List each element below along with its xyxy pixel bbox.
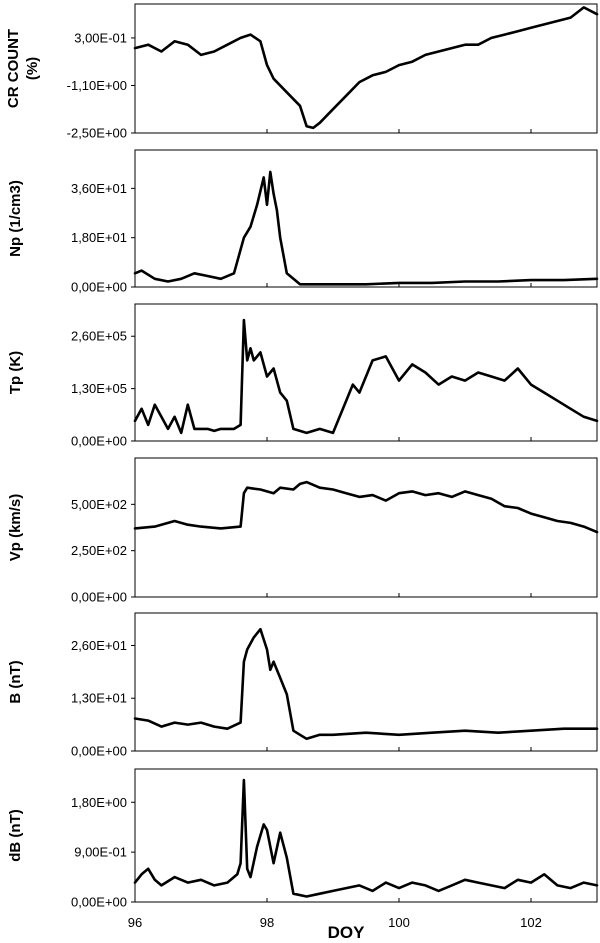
y-tick-label-b-2: 2,60E+01 bbox=[71, 638, 127, 653]
panel-frame-db bbox=[134, 768, 598, 903]
y-tick-label-tp-1: 1,30E+05 bbox=[71, 381, 127, 396]
y-tick-label-vp-1: 2,50E+02 bbox=[71, 543, 127, 558]
y-axis-label-vp: Vp (km/s) bbox=[7, 494, 24, 562]
series-line-b bbox=[133, 627, 599, 741]
x-axis-label: DOY bbox=[328, 923, 366, 942]
panel-frame-np bbox=[134, 149, 598, 288]
series-line-tp bbox=[133, 318, 599, 435]
y-tick-label-cr-2: 3,00E-01 bbox=[74, 30, 127, 45]
y-tick-label-cr-1: -1,10E+00 bbox=[67, 78, 127, 93]
y-tick-label-db-1: 9,00E-01 bbox=[74, 845, 127, 860]
series-line-np bbox=[133, 170, 599, 286]
series-line-db bbox=[133, 778, 599, 898]
panel-vp: 0,00E+00 2,50E+02 5,00E+02 Vp (km/s) bbox=[7, 457, 599, 605]
panel-frame-b bbox=[134, 612, 598, 752]
y-axis-label-db: dB (nT) bbox=[7, 809, 24, 861]
y-tick-label-np-0: 0,00E+00 bbox=[71, 280, 127, 295]
x-tick-label-1: 98 bbox=[260, 915, 274, 930]
y-axis-label-cr-line-1: (%) bbox=[24, 57, 41, 80]
y-axis-label-b: B (nT) bbox=[7, 660, 24, 703]
series-line-vp bbox=[133, 480, 599, 534]
x-tick-label-3: 102 bbox=[520, 915, 542, 930]
y-tick-label-b-1: 1,30E+01 bbox=[71, 691, 127, 706]
y-axis-label-cr-line-0: CR COUNT bbox=[5, 29, 22, 108]
y-tick-label-db-0: 0,00E+00 bbox=[71, 895, 127, 910]
panel-np: 0,00E+00 1,80E+01 3,60E+01 Np (1/cm3) bbox=[7, 149, 599, 295]
y-tick-label-tp-0: 0,00E+00 bbox=[71, 434, 127, 449]
y-tick-label-vp-0: 0,00E+00 bbox=[71, 590, 127, 605]
panel-db: 0,00E+00 9,00E-01 1,80E+00 dB (nT) bbox=[7, 768, 599, 910]
y-tick-label-cr-0: -2,50E+00 bbox=[67, 126, 127, 141]
panel-frame-cr bbox=[134, 3, 598, 134]
y-axis-label-tp: Tp (K) bbox=[7, 351, 24, 394]
y-axis-label-np: Np (1/cm3) bbox=[7, 180, 24, 257]
x-tick-label-0: 96 bbox=[128, 915, 142, 930]
y-tick-label-np-1: 1,80E+01 bbox=[71, 230, 127, 245]
series-line-cr bbox=[133, 6, 599, 130]
panel-frame-tp bbox=[134, 303, 598, 442]
x-tick-label-2: 100 bbox=[388, 915, 410, 930]
panel-cr: -2,50E+00 -1,10E+00 3,00E-01 CR COUNT (%) bbox=[5, 3, 599, 141]
y-tick-label-db-2: 1,80E+00 bbox=[71, 795, 127, 810]
panel-b: 0,00E+00 1,30E+01 2,60E+01 B (nT) bbox=[7, 612, 599, 759]
panel-tp: 0,00E+00 1,30E+05 2,60E+05 Tp (K) bbox=[7, 303, 599, 449]
y-tick-label-np-2: 3,60E+01 bbox=[71, 181, 127, 196]
y-tick-label-vp-2: 5,00E+02 bbox=[71, 497, 127, 512]
y-tick-label-b-0: 0,00E+00 bbox=[71, 744, 127, 759]
y-tick-label-tp-2: 2,60E+05 bbox=[71, 329, 127, 344]
